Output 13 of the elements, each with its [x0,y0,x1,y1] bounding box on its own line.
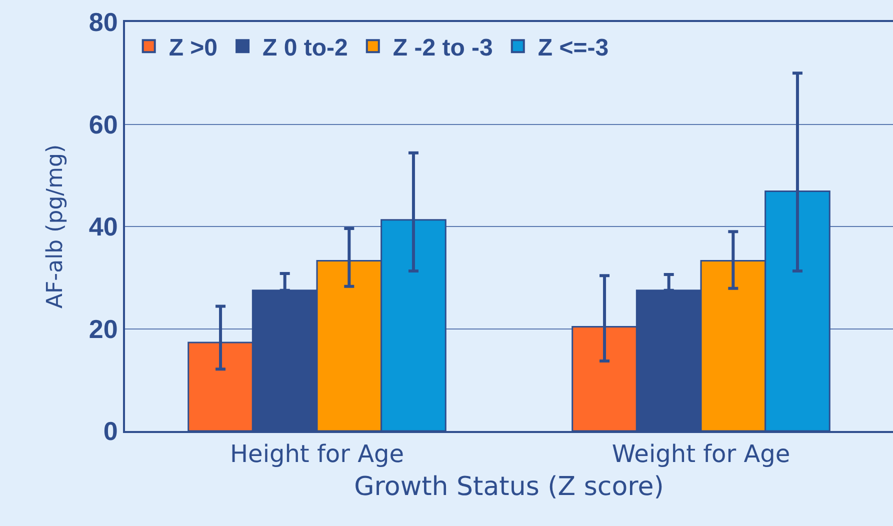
legend-label: Z 0 to-2 [262,34,348,62]
x-tick-label: Height for Age [230,440,404,468]
y-tick-label: 60 [88,109,118,140]
y-tick-label: 20 [88,314,118,344]
y-axis-title: AF-alb (pg/mg) [43,144,68,309]
legend-label: Z <=-3 [538,34,609,62]
y-tick-label: 40 [88,212,118,242]
x-tick-label: Weight for Age [612,440,790,468]
y-tick-label: 0 [103,416,118,446]
legend-label: Z >0 [168,34,218,62]
legend-label: Z -2 to -3 [392,34,493,62]
y-tick-label: 80 [88,7,118,38]
x-axis-title: Growth Status (Z score) [354,472,664,502]
